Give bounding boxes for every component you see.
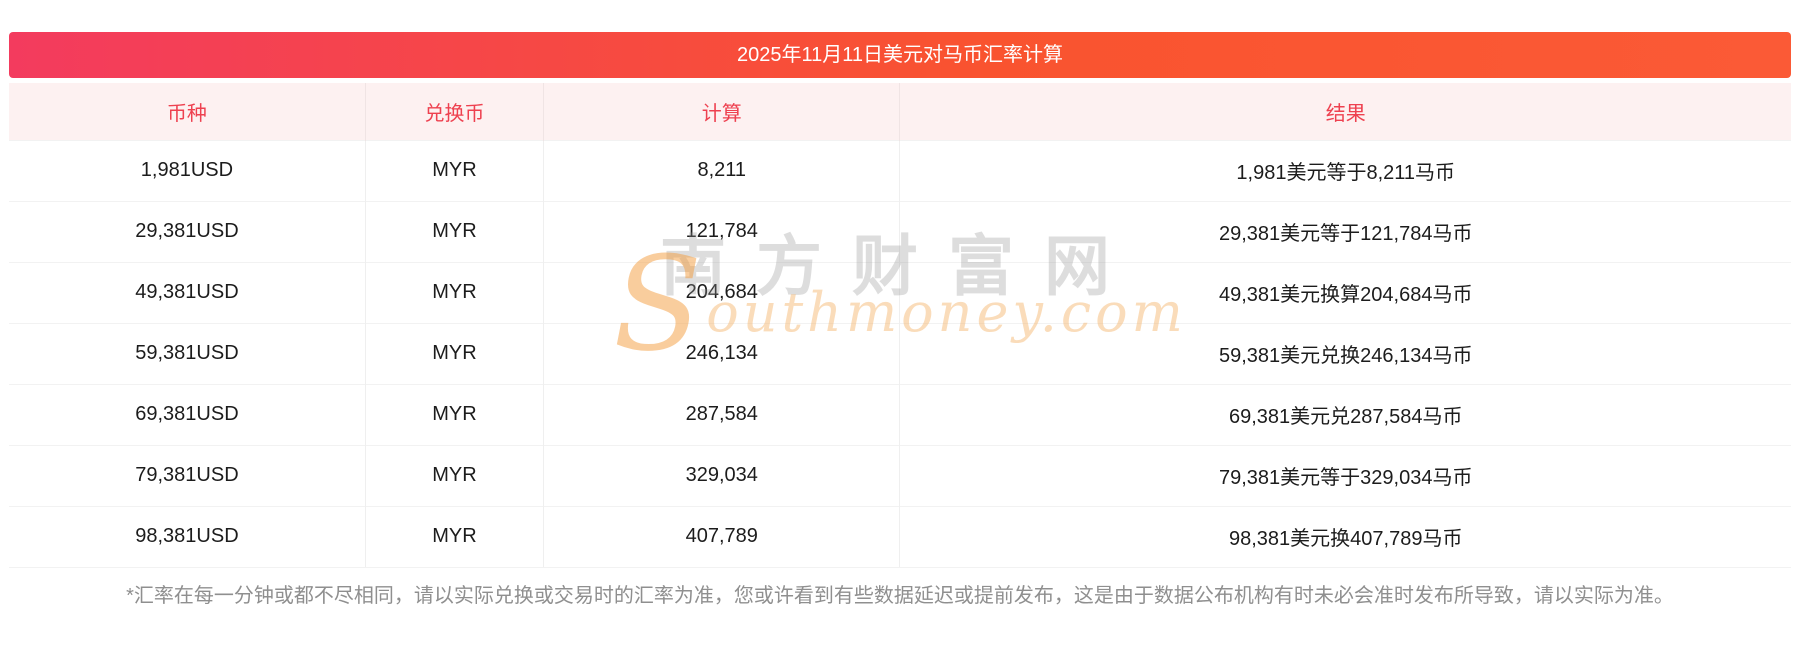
cell-exchange: MYR	[365, 261, 545, 323]
cell-result: 98,381美元换407,789马币	[899, 505, 1791, 568]
col-header-calc: 计算	[543, 83, 901, 140]
cell-exchange: MYR	[365, 444, 545, 506]
cell-exchange: MYR	[365, 322, 545, 384]
cell-currency: 59,381USD	[9, 322, 366, 384]
cell-currency: 1,981USD	[9, 139, 366, 201]
cell-calc: 407,789	[543, 505, 901, 568]
cell-calc: 204,684	[543, 261, 901, 323]
col-header-exchange: 兑换币	[365, 83, 545, 140]
cell-result: 69,381美元兑287,584马币	[899, 383, 1791, 445]
cell-exchange: MYR	[365, 139, 545, 201]
cell-result: 79,381美元等于329,034马币	[899, 444, 1791, 506]
table-row: 59,381USD MYR 246,134 59,381美元兑换246,134马…	[9, 322, 1791, 384]
col-header-result: 结果	[899, 83, 1791, 140]
table-header-row: 币种 兑换币 计算 结果	[9, 83, 1791, 140]
cell-calc: 329,034	[543, 444, 901, 506]
table-row: 49,381USD MYR 204,684 49,381美元换算204,684马…	[9, 261, 1791, 323]
table-row: 29,381USD MYR 121,784 29,381美元等于121,784马…	[9, 200, 1791, 262]
cell-result: 59,381美元兑换246,134马币	[899, 322, 1791, 384]
cell-currency: 49,381USD	[9, 261, 366, 323]
page-title: 2025年11月11日美元对马币汇率计算	[9, 32, 1791, 78]
cell-calc: 287,584	[543, 383, 901, 445]
cell-calc: 246,134	[543, 322, 901, 384]
cell-currency: 98,381USD	[9, 505, 366, 568]
cell-currency: 79,381USD	[9, 444, 366, 506]
table-row: 98,381USD MYR 407,789 98,381美元换407,789马币	[9, 505, 1791, 568]
cell-result: 29,381美元等于121,784马币	[899, 200, 1791, 262]
cell-currency: 29,381USD	[9, 200, 366, 262]
table-row: 79,381USD MYR 329,034 79,381美元等于329,034马…	[9, 444, 1791, 506]
cell-result: 1,981美元等于8,211马币	[899, 139, 1791, 201]
rates-table: 币种 兑换币 计算 结果 1,981USD MYR 8,211 1,981美元等…	[9, 83, 1791, 568]
cell-calc: 121,784	[543, 200, 901, 262]
disclaimer-text: *汇率在每一分钟或都不尽相同，请以实际兑换或交易时的汇率为准，您或许看到有些数据…	[126, 584, 1674, 607]
cell-exchange: MYR	[365, 200, 545, 262]
table-row: 69,381USD MYR 287,584 69,381美元兑287,584马币	[9, 383, 1791, 445]
cell-calc: 8,211	[543, 139, 901, 201]
cell-exchange: MYR	[365, 383, 545, 445]
col-header-currency: 币种	[9, 83, 366, 140]
table-row: 1,981USD MYR 8,211 1,981美元等于8,211马币	[9, 139, 1791, 201]
cell-exchange: MYR	[365, 505, 545, 568]
cell-currency: 69,381USD	[9, 383, 366, 445]
cell-result: 49,381美元换算204,684马币	[899, 261, 1791, 323]
rates-table-wrap: 币种 兑换币 计算 结果 1,981USD MYR 8,211 1,981美元等…	[9, 83, 1791, 568]
